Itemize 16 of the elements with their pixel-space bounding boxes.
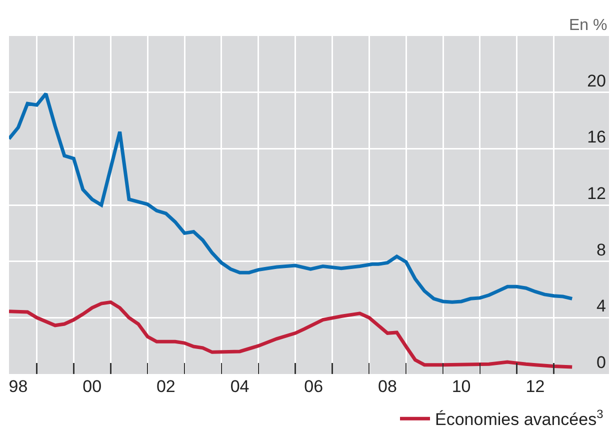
x-tick-label: 10 xyxy=(452,377,471,396)
y-tick-label: 20 xyxy=(587,71,606,90)
y-tick-label: 16 xyxy=(587,128,606,147)
x-tick-label: 12 xyxy=(526,377,545,396)
x-tick-label: 98 xyxy=(8,377,28,396)
x-tick-label: 04 xyxy=(230,377,250,396)
y-tick-label: 12 xyxy=(587,184,606,204)
y-axis-title: En % xyxy=(569,17,608,34)
x-tick-label: 02 xyxy=(156,377,176,396)
legend-label: Économies avancées$^{3}$ xyxy=(435,407,604,430)
x-tick-label: 08 xyxy=(378,377,397,396)
x-tick-label: 00 xyxy=(82,377,102,396)
y-tick-label: 8 xyxy=(596,240,606,260)
x-tick-label: 06 xyxy=(304,377,324,396)
y-tick-label: 0 xyxy=(596,353,606,372)
y-tick-label: 4 xyxy=(596,296,606,316)
